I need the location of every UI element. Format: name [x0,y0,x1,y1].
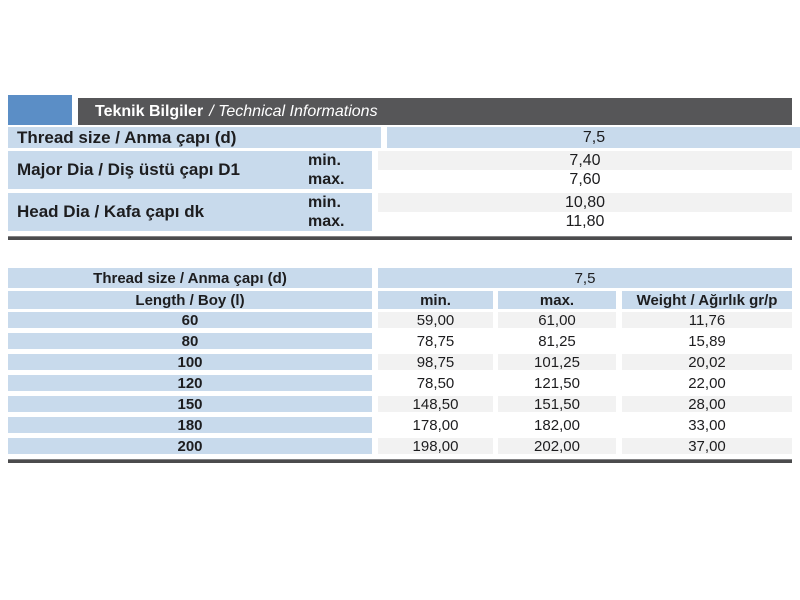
length-cell: 120 [8,375,372,392]
weight-cell: 33,00 [688,416,726,434]
weight-cell: 22,00 [688,374,726,392]
length-weight-table: Thread size / Anma çapı (d) 7,5 Length /… [8,268,792,463]
weight-cell: 20,02 [622,354,792,371]
max-cell: 61,00 [498,312,616,329]
max-cell: 202,00 [498,438,616,455]
thread-size-value: 7,5 [387,127,800,148]
table-row: 180 178,00 182,00 33,00 [8,416,792,434]
section-title-sub: / Technical Informations [209,102,378,120]
min-cell: 98,75 [378,354,493,371]
section-header: Teknik Bilgiler / Technical Informations [8,95,792,125]
max-cell: 121,50 [534,374,580,392]
max-cell: 81,25 [538,332,576,350]
thread-size-label: Thread size / Anma çapı (d) [8,268,372,288]
table-row: 120 78,50 121,50 22,00 [8,374,792,392]
max-cell: 151,50 [498,396,616,413]
min-label: min. [308,193,341,211]
dimensions-table: Thread size / Anma çapı (d) 7,5 Major Di… [8,127,800,240]
column-header-row: Length / Boy (l) min. max. Weight / Ağır… [8,291,792,309]
table-row: 150 148,50 151,50 28,00 [8,396,792,413]
min-column-header: min. [378,291,493,309]
major-dia-values: 7,40 7,60 [378,151,792,189]
min-cell: 148,50 [378,396,493,413]
max-cell: 101,25 [498,354,616,371]
length-cell: 80 [8,333,372,350]
length-cell: 100 [8,354,372,371]
weight-cell: 28,00 [622,396,792,413]
max-cell: 182,00 [534,416,580,434]
major-dia-row: Major Dia / Diş üstü çapı D1 min. max. 7… [8,151,792,189]
head-dia-values: 10,80 11,80 [378,193,792,231]
table-divider-line [8,459,792,463]
major-dia-label-cell: Major Dia / Diş üstü çapı D1 min. max. [8,151,372,189]
major-dia-max-value: 7,60 [569,170,601,188]
table-row: 60 59,00 61,00 11,76 [8,312,792,329]
table-row: 100 98,75 101,25 20,02 [8,354,792,371]
head-dia-label: Head Dia / Kafa çapı dk [17,202,205,221]
head-dia-max-value: 11,80 [565,212,605,230]
min-cell: 59,00 [378,312,493,329]
weight-cell: 15,89 [688,332,726,350]
length-cell: 200 [8,438,372,455]
major-dia-min-value: 7,40 [378,151,792,170]
min-cell: 78,50 [416,374,455,392]
max-label: max. [308,212,345,230]
header-accent-square [8,95,72,125]
table-row: 80 78,75 81,25 15,89 [8,332,792,350]
min-cell: 178,00 [412,416,459,434]
thread-size-label: Thread size / Anma çapı (d) [8,127,381,148]
section-title-bar: Teknik Bilgiler / Technical Informations [78,98,792,125]
length-cell: 180 [8,417,372,434]
length-cell: 60 [8,312,372,329]
min-label: min. [308,151,341,169]
thread-size-row: Thread size / Anma çapı (d) 7,5 [8,268,792,288]
head-dia-label-cell: Head Dia / Kafa çapı dk min. max. [8,193,372,231]
table-divider-line [8,236,792,240]
max-label: max. [308,170,345,188]
length-cell: 150 [8,396,372,413]
min-cell: 198,00 [378,438,493,455]
min-cell: 78,75 [416,332,455,350]
head-dia-row: Head Dia / Kafa çapı dk min. max. 10,80 … [8,193,792,231]
max-column-header: max. [498,291,616,309]
length-column-header: Length / Boy (l) [8,291,372,309]
major-dia-minmax-labels: min. max. [308,151,372,189]
head-dia-minmax-labels: min. max. [308,193,372,231]
thread-size-row: Thread size / Anma çapı (d) 7,5 [8,127,800,148]
weight-cell: 11,76 [622,312,792,329]
section-title-main: Teknik Bilgiler [95,102,204,120]
weight-column-header: Weight / Ağırlık gr/p [622,291,792,309]
weight-cell: 37,00 [622,438,792,455]
thread-size-value: 7,5 [378,268,792,288]
table-row: 200 198,00 202,00 37,00 [8,438,792,455]
head-dia-min-value: 10,80 [378,193,792,212]
major-dia-label: Major Dia / Diş üstü çapı D1 [17,160,240,179]
